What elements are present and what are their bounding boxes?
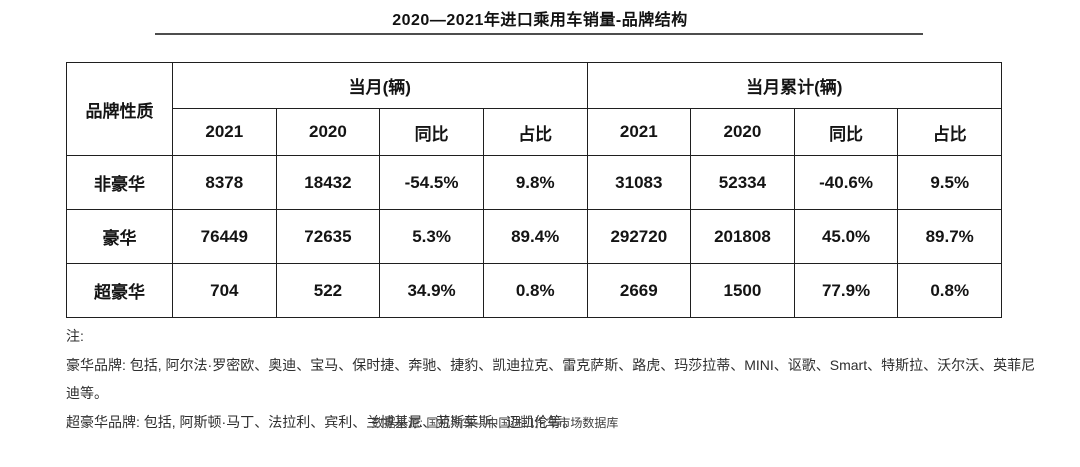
table-cell: 89.7% [897,209,1002,264]
column-header-yoy-month: 同比 [379,108,484,156]
table-row-non-luxury: 非豪华 8378 18432 -54.5% 9.8% 31083 52334 -… [66,155,1002,210]
table-cell: 18432 [275,155,381,210]
table-cell: 45.0% [793,209,899,264]
note-super-luxury-brands: 超豪华品牌: 包括, 阿斯顿·马丁、法拉利、宾利、兰博基尼、劳斯莱斯、迈凯伦等。 [66,413,577,430]
table-cell: 76449 [172,209,277,264]
column-header-2021-month: 2021 [172,108,277,156]
table-row-super-luxury: 超豪华 704 522 34.9% 0.8% 2669 1500 77.9% 0… [66,263,1002,318]
table-cell: -54.5% [379,155,484,210]
table-cell: 8378 [172,155,277,210]
table-cell: 9.5% [897,155,1002,210]
column-header-2021-cum: 2021 [586,108,692,156]
note-label: 注: [66,328,84,344]
group-header-cumulative: 当月累计(辆) [586,62,1002,109]
table-cell: 1500 [690,263,795,318]
column-header-2020-cum: 2020 [690,108,795,156]
page-title: 2020—2021年进口乘用车销量-品牌结构 [392,12,688,29]
table-cell: 52334 [690,155,795,210]
table-cell: 89.4% [482,209,588,264]
column-header-2020-month: 2020 [275,108,381,156]
table-cell: 31083 [586,155,692,210]
table-cell: 9.8% [482,155,588,210]
table-row-luxury: 豪华 76449 72635 5.3% 89.4% 292720 201808 … [66,209,1002,264]
table-cell: 704 [172,263,277,318]
table-cell: 201808 [690,209,795,264]
brand-structure-table: 品牌性质 当月(辆) 当月累计(辆) 2021 2020 同比 占比 2021 … [66,62,1002,318]
table-cell: 2669 [586,263,692,318]
corner-header-brand-nature: 品牌性质 [66,62,173,156]
column-header-share-cum: 占比 [897,108,1002,156]
row-label: 非豪华 [66,155,173,210]
footnotes: 注: 豪华品牌: 包括, 阿尔法·罗密欧、奥迪、宝马、保时捷、奔驰、捷豹、凯迪拉… [66,322,1044,436]
row-label: 豪华 [66,209,173,264]
table-cell: -40.6% [793,155,899,210]
table-cell: 5.3% [379,209,484,264]
table-cell: 292720 [586,209,692,264]
table-cell: 34.9% [379,263,484,318]
table-group-header-row: 品牌性质 当月(辆) 当月累计(辆) [66,62,1002,156]
table-cell: 72635 [275,209,381,264]
table-cell: 522 [275,263,381,318]
data-source-caption: 数据来源: 国机汽车—中国进口汽车市场数据库 [371,416,619,430]
table-cell: 77.9% [793,263,899,318]
title-underline [155,33,923,35]
table-cell: 0.8% [897,263,1002,318]
row-label: 超豪华 [66,263,173,318]
column-header-yoy-cum: 同比 [793,108,899,156]
note-luxury-brands: 豪华品牌: 包括, 阿尔法·罗密欧、奥迪、宝马、保时捷、奔驰、捷豹、凯迪拉克、雷… [66,356,1036,402]
table-subheader-row: 2021 2020 同比 占比 2021 2020 同比 占比 [67,108,1002,156]
group-header-current-month: 当月(辆) [172,62,588,109]
column-header-share-month: 占比 [482,108,588,156]
table-cell: 0.8% [482,263,588,318]
